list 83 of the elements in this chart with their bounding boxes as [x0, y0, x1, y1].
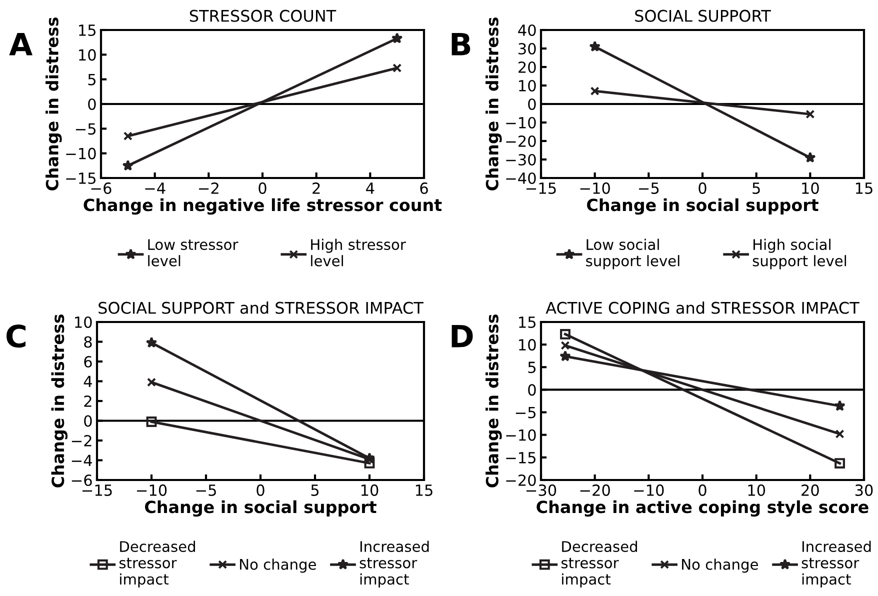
x-tick-label: 0: [698, 484, 706, 496]
legend-label: High stressor level: [311, 238, 406, 266]
y-tick-label: −6: [72, 474, 92, 486]
x-tick-label: 6: [420, 182, 428, 194]
text: A: [9, 32, 32, 56]
x-axis-title: Change in social support: [587, 198, 818, 215]
x-tick-label: −2: [199, 182, 218, 194]
legend-label: Low social support level: [586, 238, 680, 270]
y-tick-label: 10: [79, 49, 96, 61]
chart-title: SOCIAL SUPPORT and STRESSOR IMPACT: [98, 302, 424, 314]
y-tick-label: 8: [84, 336, 92, 348]
y-tick-label: 5: [528, 362, 536, 374]
x-tick-label: 2: [312, 182, 320, 194]
y-tick-label: −10: [506, 116, 536, 129]
y-tick-label: 0: [528, 98, 536, 110]
x-tick-label: 30: [855, 484, 873, 496]
legend-label: Low stressor level: [148, 239, 238, 266]
x-tick-label: 15: [856, 182, 872, 194]
y-tick-label: 0: [88, 98, 96, 110]
y-tick-label: 10: [519, 80, 536, 92]
y-axis-title: Change in distress: [486, 18, 502, 190]
y-tick-label: −40: [506, 172, 536, 184]
x-axis-title: Change in social support: [145, 500, 376, 517]
x-tick-label: −10: [580, 182, 610, 194]
chart-title: SOCIAL SUPPORT: [635, 10, 771, 22]
y-tick-label: 30: [518, 42, 536, 55]
legend-label: Increased stressor impact: [360, 540, 429, 588]
y-tick-label: −15: [506, 452, 536, 464]
chart-title: STRESSOR COUNT: [190, 10, 336, 22]
text: D: [452, 324, 473, 348]
y-tick-label: 10: [519, 339, 536, 351]
y-tick-label: 15: [519, 316, 536, 328]
y-tick-label: 5: [88, 74, 96, 86]
legend-label: No change: [240, 558, 316, 573]
x-tick-label: 4: [366, 182, 374, 194]
y-tick-label: −20: [506, 474, 536, 486]
y-tick-label: −2: [72, 434, 92, 446]
y-tick-label: −10: [66, 148, 96, 160]
y-tick-label: 6: [84, 356, 92, 368]
y-tick-label: 20: [518, 61, 536, 74]
x-tick-label: −5: [639, 182, 659, 194]
x-tick-label: 10: [361, 484, 378, 496]
legend-label: Decreased stressor impact: [119, 540, 195, 588]
y-axis-title: Change in distress: [46, 18, 62, 190]
legend-label: Increased stressor impact: [802, 540, 871, 588]
y-axis-title: Change in distress: [51, 314, 68, 488]
y-tick-label: 40: [518, 24, 536, 36]
x-tick-label: 15: [416, 484, 432, 496]
x-tick-label: 5: [311, 484, 319, 496]
y-tick-label: 15: [79, 24, 96, 36]
y-tick-label: −5: [516, 406, 536, 418]
x-axis-title: Change in active coping style score: [536, 500, 868, 517]
chart-title: ACTIVE COPING and STRESSOR IMPACT: [546, 302, 860, 314]
text: B: [452, 32, 470, 56]
x-tick-label: 0: [256, 484, 264, 496]
y-tick-label: −15: [66, 172, 96, 184]
x-tick-label: 0: [698, 182, 706, 194]
x-tick-label: −20: [580, 484, 610, 496]
y-tick-label: 2: [84, 395, 92, 407]
y-tick-label: −5: [76, 123, 96, 135]
y-tick-label: −4: [72, 454, 92, 466]
x-tick-label: −10: [634, 484, 664, 496]
y-axis-title: Change in distress: [486, 314, 502, 488]
legend-label: High social support level: [752, 238, 846, 270]
y-tick-label: 10: [75, 316, 92, 328]
x-tick-label: −5: [196, 484, 216, 496]
legend-label: Decreased stressor impact: [561, 540, 637, 588]
x-tick-label: 10: [802, 182, 819, 194]
text: C: [6, 324, 26, 348]
x-tick-label: 20: [802, 484, 819, 496]
y-tick-label: −30: [506, 154, 536, 166]
x-tick-label: 5: [752, 182, 760, 194]
y-tick-label: 0: [84, 415, 92, 427]
y-tick-label: −10: [506, 429, 536, 441]
y-tick-label: 4: [84, 376, 92, 388]
x-tick-label: 0: [258, 182, 266, 194]
y-tick-label: 0: [528, 384, 536, 396]
x-tick-label: −10: [136, 484, 167, 496]
x-tick-label: −4: [145, 182, 166, 194]
y-tick-label: −20: [506, 135, 536, 148]
x-axis-title: Change in negative life stressor count: [84, 198, 442, 215]
x-tick-label: 10: [748, 484, 766, 496]
legend-label: No change: [682, 558, 758, 573]
